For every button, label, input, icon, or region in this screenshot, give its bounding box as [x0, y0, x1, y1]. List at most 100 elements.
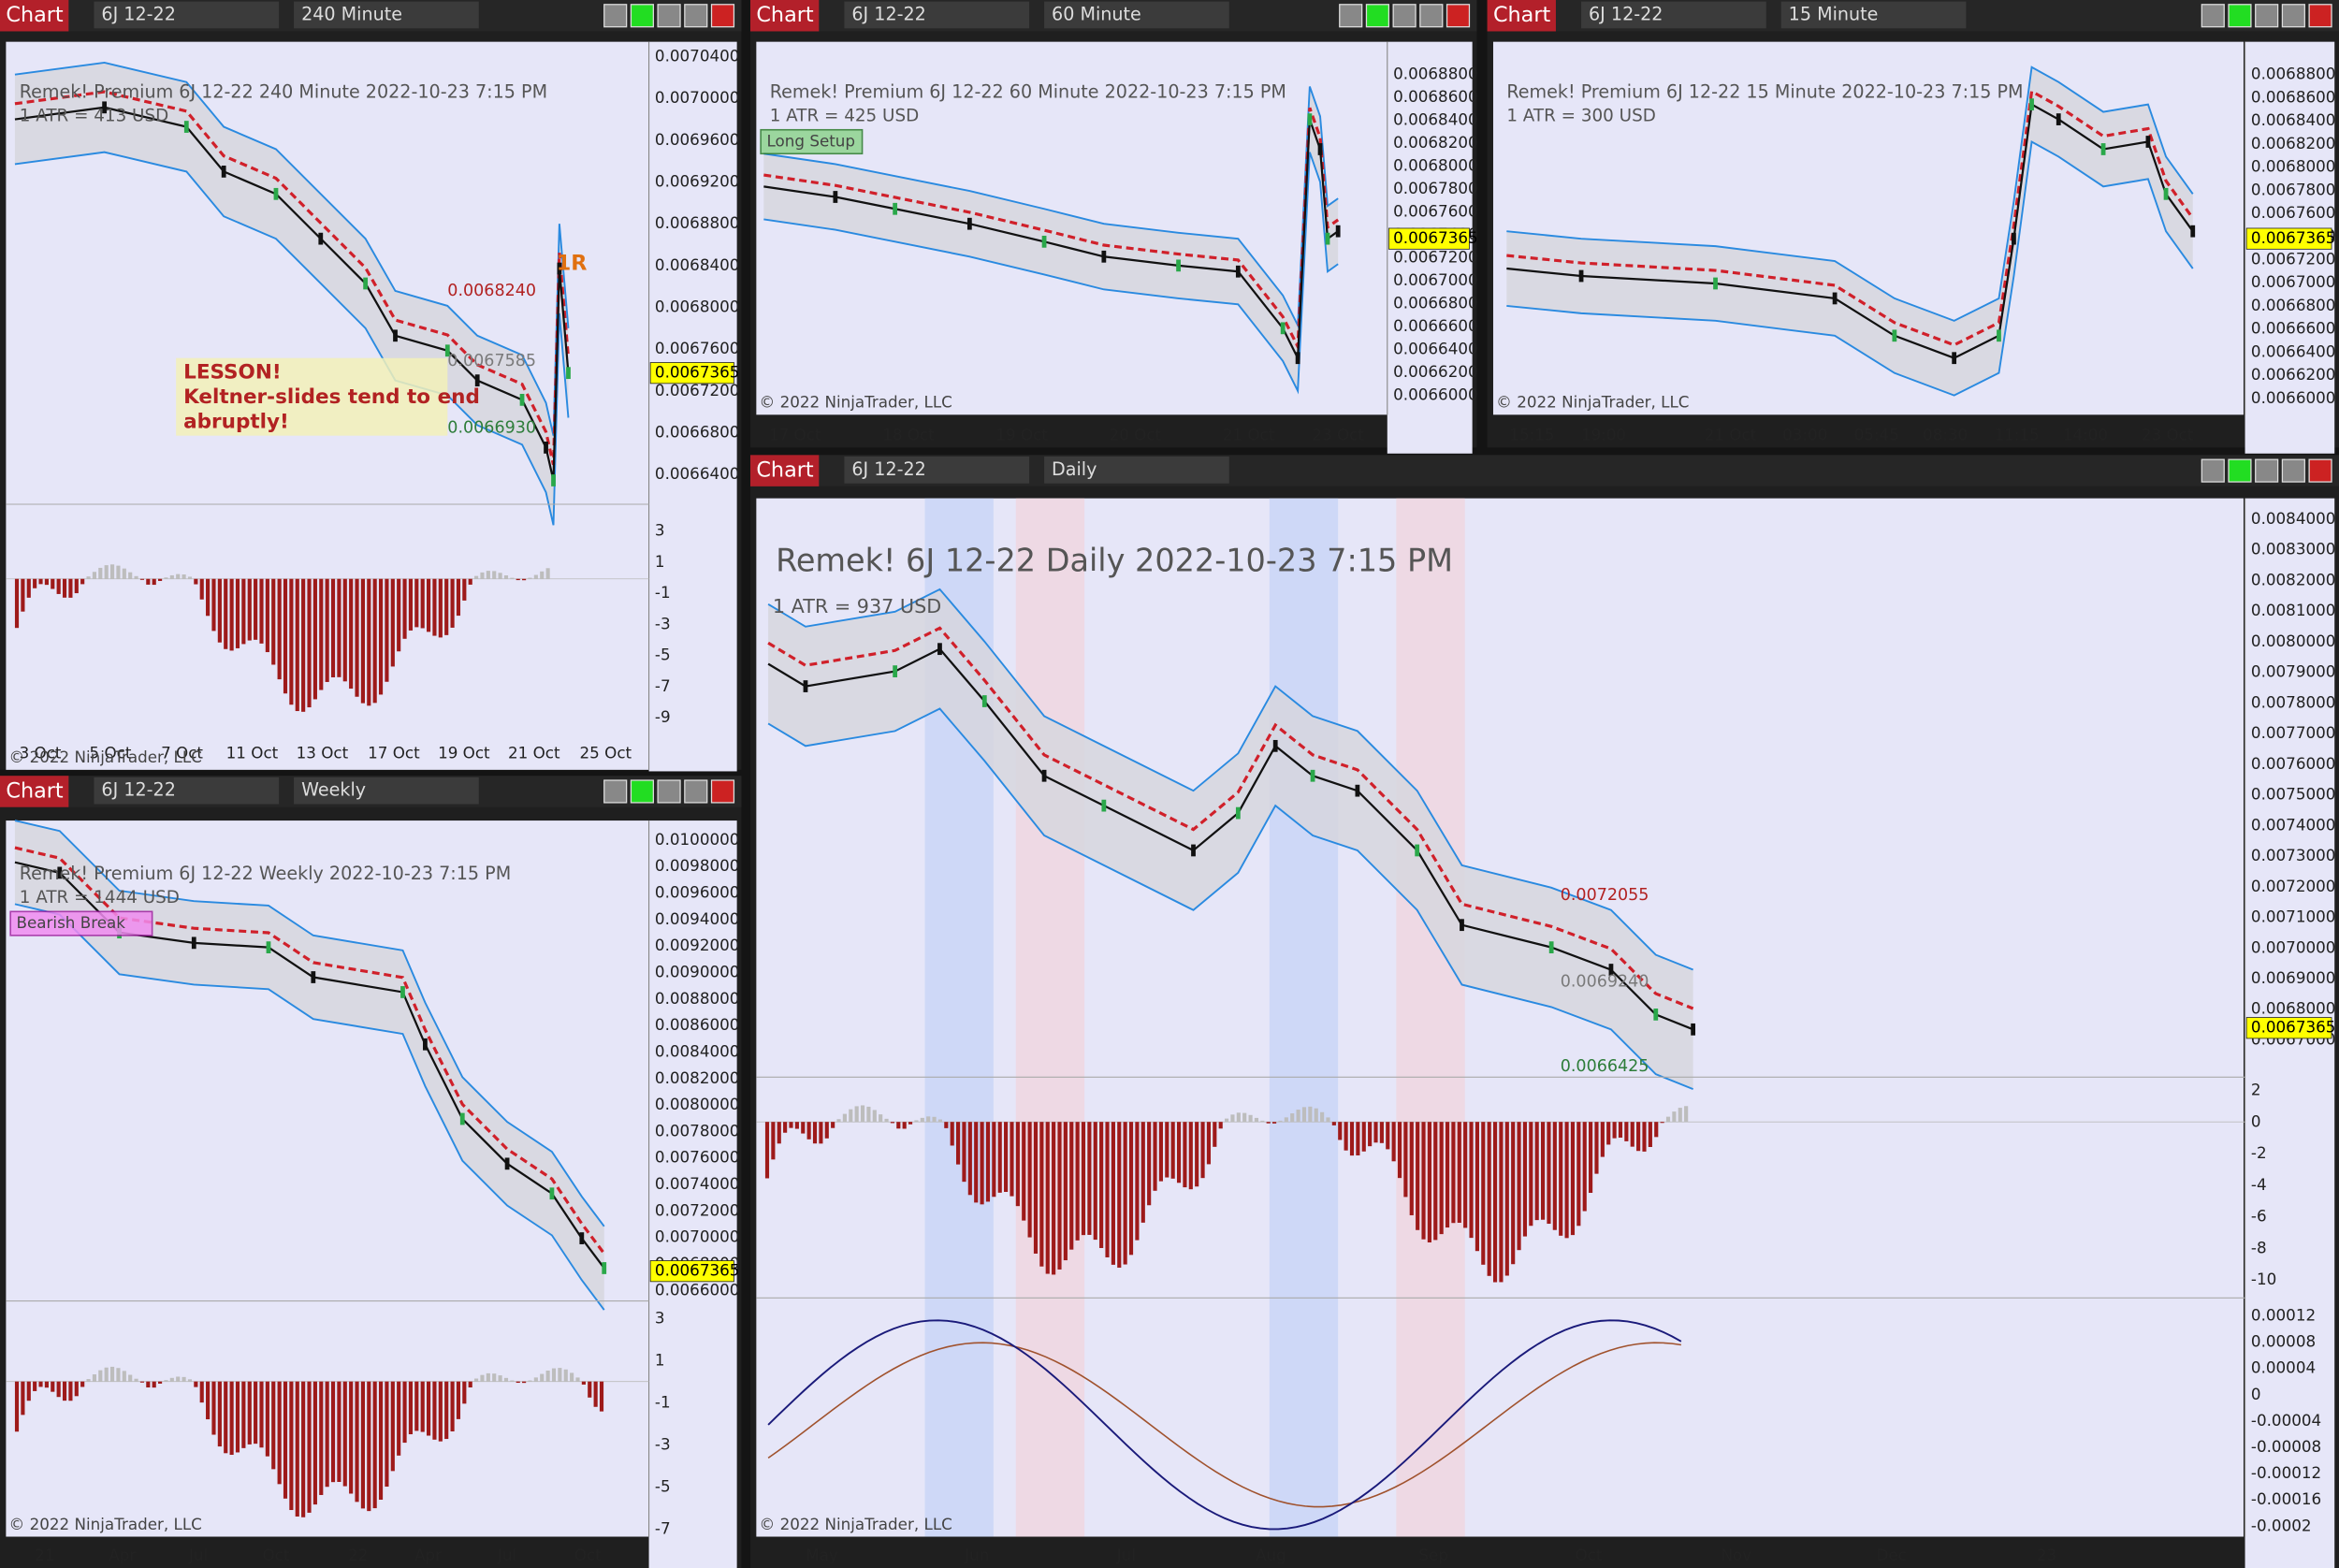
histogram-bar — [1260, 1120, 1265, 1123]
histogram-bar — [277, 578, 282, 680]
instrument-dropdown[interactable] — [94, 1, 280, 29]
window-button[interactable] — [684, 779, 708, 804]
candle — [1832, 292, 1838, 305]
window-button[interactable] — [2201, 4, 2225, 28]
histogram-bar — [1022, 1122, 1026, 1221]
candle — [1191, 844, 1196, 857]
histogram-bar — [134, 575, 138, 579]
candle — [2056, 113, 2061, 125]
date-axis-label: 25 Oct — [580, 743, 632, 762]
histogram-bar — [486, 571, 490, 579]
instrument-dropdown[interactable] — [1581, 1, 1766, 29]
timeframe-dropdown[interactable] — [1044, 1, 1229, 29]
window-button[interactable] — [2201, 458, 2225, 483]
candle — [549, 1187, 555, 1200]
window-button[interactable] — [710, 779, 735, 804]
window-button[interactable] — [684, 4, 708, 28]
window-button[interactable] — [2255, 4, 2279, 28]
price-axis-label: 0.0098000 — [655, 856, 739, 875]
keltner-mid — [1506, 89, 2195, 347]
session-shade — [1015, 498, 1085, 1537]
level-label: 0.0069240 — [1561, 972, 1649, 991]
histogram-bar — [545, 568, 550, 579]
candle — [1272, 739, 1278, 752]
indicator-axis-label: 0 — [2251, 1385, 2261, 1403]
histogram-bar — [992, 1122, 996, 1198]
candle — [273, 187, 279, 200]
histogram-bar — [1368, 1122, 1373, 1147]
histogram-bar — [570, 1372, 574, 1382]
histogram-bar — [1564, 1122, 1569, 1239]
date-axis-label: Apr — [109, 1546, 136, 1564]
window-button[interactable] — [2281, 4, 2305, 28]
date-axis-label: Sep — [1418, 1546, 1448, 1564]
histogram-bar — [1176, 1122, 1182, 1183]
window-button[interactable] — [603, 4, 628, 28]
price-axis-label: 0.0082000 — [655, 1068, 739, 1087]
histogram-bar — [1075, 1122, 1080, 1241]
window-button[interactable] — [2255, 458, 2279, 483]
price-axis-label: 0.0067600 — [1393, 202, 1477, 221]
histogram-bar — [1618, 1122, 1623, 1138]
histogram-bar — [38, 578, 43, 585]
window-button[interactable] — [2228, 4, 2252, 28]
chart-tab[interactable] — [0, 776, 69, 807]
window-button[interactable] — [657, 4, 681, 28]
window-button[interactable] — [1419, 4, 1444, 28]
window-button[interactable] — [603, 779, 628, 804]
window-button[interactable] — [2308, 4, 2332, 28]
signal-line — [767, 1342, 1681, 1508]
instrument-dropdown[interactable] — [94, 777, 280, 805]
price-axis-label: 0.0072000 — [2251, 877, 2335, 895]
window-button[interactable] — [1339, 4, 1363, 28]
chart-tab[interactable] — [749, 455, 820, 486]
indicator-axis-label: 2 — [2251, 1081, 2261, 1099]
price-line — [1506, 102, 2194, 359]
histogram-bar — [522, 1381, 527, 1384]
histogram-bar — [277, 1381, 282, 1485]
timeframe-dropdown[interactable] — [294, 777, 479, 805]
chart-tab[interactable] — [1487, 0, 1556, 32]
histogram-bar — [1213, 1122, 1217, 1147]
histogram-bar — [1165, 1122, 1170, 1178]
histogram-bar — [1004, 1122, 1009, 1192]
window-button[interactable] — [630, 779, 654, 804]
window-button[interactable] — [2308, 458, 2332, 483]
window-button[interactable] — [1446, 4, 1471, 28]
window-button[interactable] — [1365, 4, 1390, 28]
histogram-bar — [116, 1368, 121, 1382]
histogram-bar — [777, 1122, 781, 1144]
instrument-dropdown[interactable] — [844, 456, 1030, 484]
timeframe-dropdown[interactable] — [1044, 456, 1229, 484]
chart-tab[interactable] — [0, 0, 69, 32]
histogram-bar — [420, 578, 425, 629]
histogram-bar — [1230, 1114, 1235, 1123]
histogram-bar — [1499, 1122, 1504, 1283]
histogram-bar — [1541, 1122, 1546, 1220]
candle — [459, 1112, 465, 1125]
window-button[interactable] — [710, 4, 735, 28]
candle — [221, 166, 226, 178]
histogram-bar — [1057, 1122, 1062, 1270]
candle — [1317, 143, 1323, 155]
histogram-bar — [1582, 1122, 1587, 1212]
window-button[interactable] — [1392, 4, 1416, 28]
window-button[interactable] — [2281, 458, 2305, 483]
timeframe-dropdown[interactable] — [294, 1, 479, 29]
date-axis-label: 05:45 — [1854, 426, 1899, 444]
lesson-box — [176, 357, 448, 436]
timeframe-dropdown[interactable] — [1780, 1, 1967, 29]
window-button[interactable] — [630, 4, 654, 28]
level-label: 1R — [557, 252, 588, 276]
chart-tab[interactable] — [749, 0, 820, 32]
candle — [2012, 232, 2016, 245]
histogram-bar — [522, 578, 527, 581]
instrument-dropdown[interactable] — [844, 1, 1030, 29]
current-price-box — [649, 1260, 734, 1283]
histogram-bar — [563, 1369, 568, 1382]
histogram-bar — [812, 1122, 818, 1144]
window-button[interactable] — [2228, 458, 2252, 483]
keltner-mid — [767, 626, 1694, 1010]
histogram-bar — [349, 578, 354, 690]
window-button[interactable] — [657, 779, 681, 804]
